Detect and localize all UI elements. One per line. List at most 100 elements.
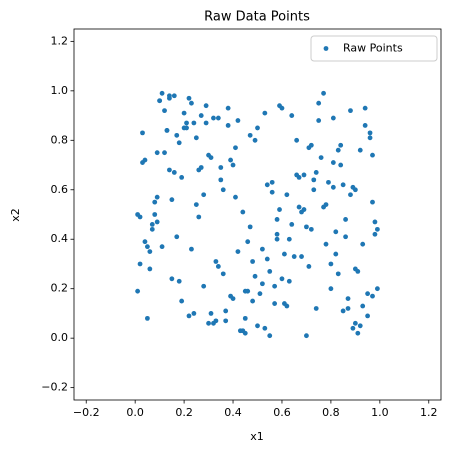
point bbox=[318, 155, 324, 161]
point bbox=[367, 130, 373, 136]
point bbox=[365, 291, 370, 297]
point bbox=[218, 177, 224, 183]
point bbox=[220, 271, 226, 277]
point bbox=[267, 268, 273, 274]
point bbox=[262, 110, 268, 116]
point bbox=[374, 286, 380, 292]
x-axis-label: x1 bbox=[250, 430, 264, 443]
point bbox=[252, 137, 258, 143]
point bbox=[326, 179, 331, 185]
point bbox=[313, 306, 319, 311]
point bbox=[286, 278, 292, 284]
point bbox=[255, 323, 260, 329]
point bbox=[218, 165, 224, 170]
point bbox=[294, 172, 300, 178]
point bbox=[189, 100, 194, 106]
point bbox=[201, 192, 207, 198]
point bbox=[279, 105, 285, 111]
point bbox=[186, 95, 192, 101]
point bbox=[137, 214, 143, 220]
point bbox=[367, 135, 373, 141]
point bbox=[201, 283, 207, 289]
x-tick-label: 0.8 bbox=[322, 406, 340, 419]
x-tick-label: 1.0 bbox=[371, 406, 389, 419]
point bbox=[343, 217, 348, 222]
legend-marker bbox=[323, 46, 329, 51]
point bbox=[228, 293, 233, 299]
point bbox=[269, 189, 275, 195]
point bbox=[272, 283, 278, 289]
point bbox=[193, 202, 199, 208]
legend-label: Raw Points bbox=[343, 42, 403, 55]
point bbox=[215, 264, 221, 269]
point bbox=[179, 298, 185, 304]
point bbox=[159, 90, 165, 96]
point bbox=[321, 90, 326, 96]
point bbox=[352, 320, 358, 326]
point bbox=[184, 120, 189, 126]
point bbox=[184, 125, 189, 131]
point bbox=[343, 234, 348, 240]
point bbox=[311, 187, 317, 193]
point bbox=[152, 212, 158, 217]
point bbox=[169, 197, 175, 203]
point bbox=[365, 313, 370, 319]
point bbox=[350, 325, 356, 331]
point bbox=[360, 241, 366, 247]
point bbox=[191, 311, 197, 316]
point bbox=[335, 271, 341, 277]
point bbox=[203, 120, 209, 126]
point bbox=[223, 308, 229, 314]
point bbox=[345, 296, 351, 301]
point bbox=[154, 150, 160, 156]
point bbox=[360, 303, 366, 309]
point bbox=[308, 226, 314, 232]
point bbox=[171, 170, 177, 175]
x-tick-label: 0.4 bbox=[224, 406, 242, 419]
point bbox=[174, 234, 180, 240]
point bbox=[145, 315, 150, 321]
point bbox=[348, 192, 353, 198]
point bbox=[245, 239, 251, 245]
y-tick-label: 1.2 bbox=[51, 34, 69, 47]
point bbox=[294, 137, 300, 143]
point bbox=[306, 264, 312, 269]
y-tick-label: 1.0 bbox=[51, 84, 69, 97]
point bbox=[149, 226, 155, 232]
point bbox=[299, 254, 304, 259]
point bbox=[228, 157, 233, 163]
point bbox=[370, 152, 375, 158]
point bbox=[152, 199, 158, 205]
point bbox=[164, 128, 170, 133]
point bbox=[225, 123, 231, 128]
point bbox=[235, 249, 241, 255]
x-tick-label: 1.2 bbox=[420, 406, 438, 419]
point bbox=[289, 221, 295, 227]
point bbox=[167, 167, 172, 173]
point bbox=[242, 288, 248, 294]
point bbox=[169, 276, 175, 282]
point bbox=[313, 170, 319, 175]
point bbox=[316, 100, 322, 106]
point bbox=[330, 160, 336, 165]
point bbox=[247, 132, 253, 138]
point bbox=[374, 226, 380, 232]
point bbox=[242, 315, 248, 321]
point bbox=[225, 105, 231, 111]
point bbox=[284, 192, 290, 198]
point bbox=[311, 177, 317, 183]
point bbox=[142, 157, 148, 163]
y-tick-label: 0.0 bbox=[51, 331, 69, 344]
point bbox=[330, 115, 336, 121]
point bbox=[233, 194, 238, 200]
point bbox=[291, 254, 297, 259]
point bbox=[206, 320, 211, 326]
y-tick-label: 0.2 bbox=[51, 282, 69, 295]
point bbox=[211, 320, 216, 326]
point bbox=[196, 214, 202, 220]
point bbox=[357, 147, 363, 153]
point bbox=[301, 172, 307, 178]
point bbox=[233, 145, 238, 151]
point bbox=[269, 179, 275, 185]
point bbox=[304, 333, 309, 339]
